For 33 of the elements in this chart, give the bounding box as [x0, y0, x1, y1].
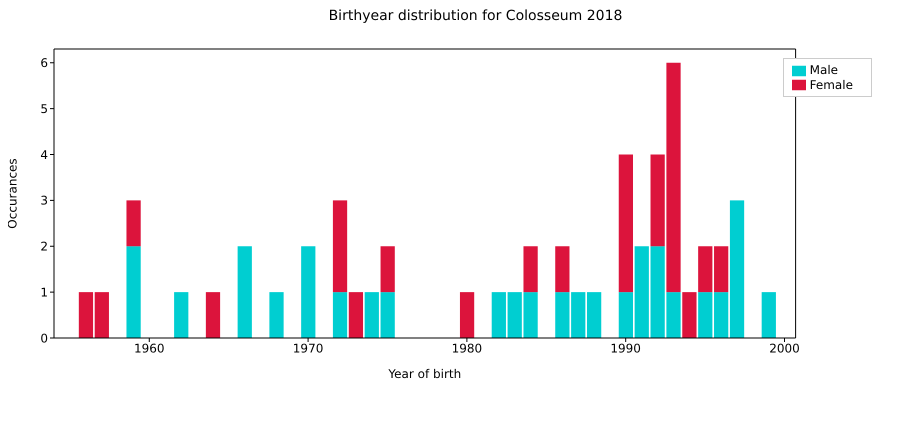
bar — [126, 200, 141, 246]
y-tick-label: 1 — [40, 285, 48, 300]
x-tick-label: 1970 — [292, 342, 324, 356]
bar — [238, 246, 252, 338]
y-tick-label: 3 — [40, 194, 48, 208]
bar — [332, 200, 348, 292]
bar — [523, 246, 538, 292]
bar — [380, 246, 395, 292]
y-tick-label: 2 — [40, 240, 48, 254]
chart-title: Birthyear distribution for Colosseum 2018 — [328, 8, 624, 26]
y-tick-label: 4 — [40, 148, 48, 162]
bar — [332, 292, 348, 338]
x-tick-label: 1980 — [452, 342, 482, 356]
bar — [618, 154, 634, 292]
bar — [269, 292, 284, 338]
bar — [206, 292, 220, 338]
y-tick-label: 6 — [40, 56, 48, 70]
bar — [126, 246, 141, 338]
bar — [301, 246, 316, 338]
legend-label: Male — [810, 63, 838, 77]
x-axis-title: Year of birth — [387, 367, 462, 381]
bar — [762, 292, 776, 338]
bar — [555, 246, 570, 292]
y-tick-label: 5 — [40, 102, 48, 116]
legend-label: Female — [810, 78, 853, 92]
y-tick-label: 0 — [40, 331, 48, 346]
x-tick-label: 2000 — [769, 342, 800, 356]
bar — [348, 292, 364, 338]
x-tick-label: 1960 — [134, 342, 165, 356]
bar — [460, 292, 474, 338]
bar — [682, 292, 697, 338]
bar — [174, 292, 188, 338]
x-tick-label: 1990 — [610, 342, 641, 356]
